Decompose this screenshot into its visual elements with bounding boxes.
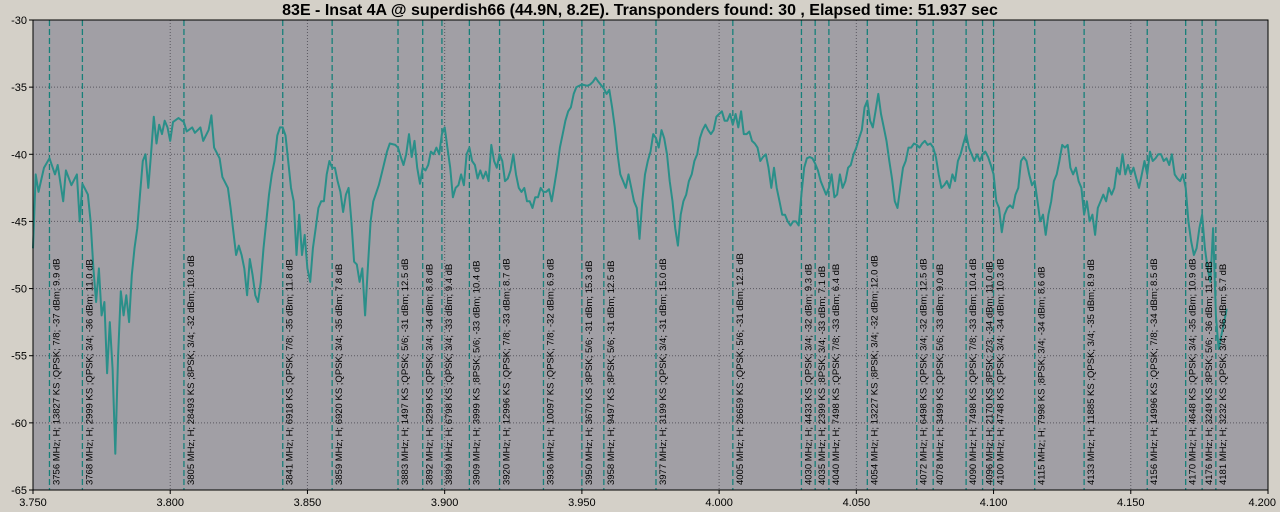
x-tick-label-2: 3.850 (294, 497, 322, 509)
transponder-label-23: 4100 MHz; H; 4748 KS ;QPSK; 3/4; -34 dBm… (996, 258, 1007, 485)
transponder-label-16: 4035 MHz; H; 2399 KS ;8PSK; 3/4; -33 dBm… (817, 266, 828, 485)
plot-frame (32, 19, 1269, 491)
x-tick-label-8: 4.150 (1117, 497, 1145, 509)
transponder-label-8: 3909 MHz; H; 3999 KS ;8PSK; 5/6; -33 dBm… (471, 261, 482, 485)
x-tick-label-3: 3.900 (431, 497, 459, 509)
y-tick-label-3: -45 (11, 216, 27, 228)
transponder-label-29: 4181 MHz; H; 3232 KS ;QPSK; 3/4; -36 dBm… (1218, 264, 1229, 485)
transponder-label-3: 3841 MHz; H; 6918 KS ;QPSK; 7/8; -35 dBm… (285, 259, 296, 485)
y-tick-label-0: -30 (11, 15, 27, 27)
transponder-label-21: 4090 MHz; H; 7498 KS ;QPSK; 7/8; -33 dBm… (968, 258, 979, 485)
transponder-label-24: 4115 MHz; H; 7998 KS ;8PSK; 3/4; -34 dBm… (1037, 267, 1048, 485)
transponder-label-25: 4133 MHz; H; 11885 KS ;QPSK; 3/4; -35 dB… (1086, 259, 1097, 485)
transponder-label-15: 4030 MHz; H; 4433 KS ;QPSK; 3/4; -32 dBm… (803, 264, 814, 485)
transponder-label-4: 3859 MHz; H; 6920 KS ;QPSK; 3/4; -35 dBm… (334, 264, 345, 485)
spectrum-trace-group (32, 76, 1228, 455)
x-tick-label-5: 4.000 (705, 497, 733, 509)
y-tick-label-1: -35 (11, 82, 27, 94)
transponder-label-9: 3920 MHz; H; 12996 KS ;QPSK; 7/8; -33 dB… (502, 258, 513, 485)
transponder-label-10: 3936 MHz; H; 10097 KS ;QPSK; 7/8; -32 dB… (545, 258, 556, 485)
transponder-label-1: 3768 MHz; H; 2999 KS ;QPSK; 3/4; -36 dBm… (84, 259, 95, 485)
y-tick-label-4: -50 (11, 284, 27, 296)
transponder-label-17: 4040 MHz; H; 7498 KS ;QPSK; 7/8; -33 dBm… (831, 264, 842, 485)
y-tick-label-6: -60 (11, 418, 27, 430)
spectrum-trace-0 (32, 76, 1228, 455)
transponder-label-0: 3756 MHz; H; 13827 KS ;QPSK; 7/8; -37 dB… (51, 258, 62, 485)
transponder-label-26: 4156 MHz; H; 14996 KS ;QPSK; 7/8; -34 dB… (1149, 258, 1160, 485)
x-tick-label-1: 3.800 (156, 497, 184, 509)
transponder-label-13: 3977 MHz; H; 3199 KS ;QPSK; 3/4; -31 dBm… (658, 258, 669, 485)
x-tick-label-6: 4.050 (843, 497, 871, 509)
chart-title: 83E - Insat 4A @ superdish66 (44.9N, 8.2… (282, 2, 998, 19)
y-tick-label-7: -65 (11, 485, 27, 497)
transponder-label-6: 3892 MHz; H; 3299 KS ;QPSK; 3/4; -34 dBm… (425, 264, 436, 485)
axes: -30 -35 -40 -45 -50 -55 -60 -653.750 3.800 3.850 3… (11, 15, 1276, 509)
transponder-label-27: 4170 MHz; H; 4648 KS ;QPSK; 3/4; -35 dBm… (1188, 258, 1199, 485)
transponder-label-14: 4005 MHz; H; 26659 KS ;QPSK; 5/6; -31 dB… (735, 253, 746, 485)
y-tick-label-2: -40 (11, 149, 27, 161)
transponder-label-2: 3805 MHz; H; 28493 KS ;8PSK; 3/4; -32 dB… (186, 255, 197, 485)
y-tick-label-5: -55 (11, 351, 27, 363)
transponder-label-18: 4054 MHz; H; 13227 KS ;8PSK; 3/4; -32 dB… (869, 255, 880, 485)
x-tick-label-9: 4.200 (1248, 497, 1276, 509)
transponder-label-7: 3899 MHz; H; 6798 KS ;QPSK; 3/4; -33 dBm… (444, 264, 455, 485)
transponder-label-22: 4096 MHz; H; 2170 KS ;8PSK; 2/3; -34 dBm… (985, 261, 996, 485)
transponder-label-28: 4176 MHz; H; 3249 KS ;8PSK; 5/6; -36 dBm… (1204, 261, 1215, 485)
transponder-labels: 3756 MHz; H; 13827 KS ;QPSK; 7/8; -37 dB… (51, 253, 1228, 485)
transponder-label-11: 3950 MHz; H; 3670 KS ;8PSK; 5/6; -31 dBm… (584, 261, 595, 485)
transponder-label-20: 4078 MHz; H; 3499 KS ;QPSK; 5/6; -33 dBm… (935, 264, 946, 485)
transponder-label-5: 3883 MHz; H; 1497 KS ;QPSK; 5/6; -31 dBm… (400, 258, 411, 485)
transponder-label-19: 4072 MHz; H; 6498 KS ;QPSK; 3/4; -32 dBm… (919, 258, 930, 485)
x-tick-label-0: 3.750 (19, 497, 47, 509)
x-tick-label-7: 4.100 (980, 497, 1008, 509)
transponder-label-12: 3958 MHz; H; 9497 KS ;8PSK; 5/6; -31 dBm… (606, 261, 617, 485)
transponder-markers (48, 20, 1217, 490)
x-tick-label-4: 3.950 (568, 497, 596, 509)
plot-area (33, 20, 1268, 490)
